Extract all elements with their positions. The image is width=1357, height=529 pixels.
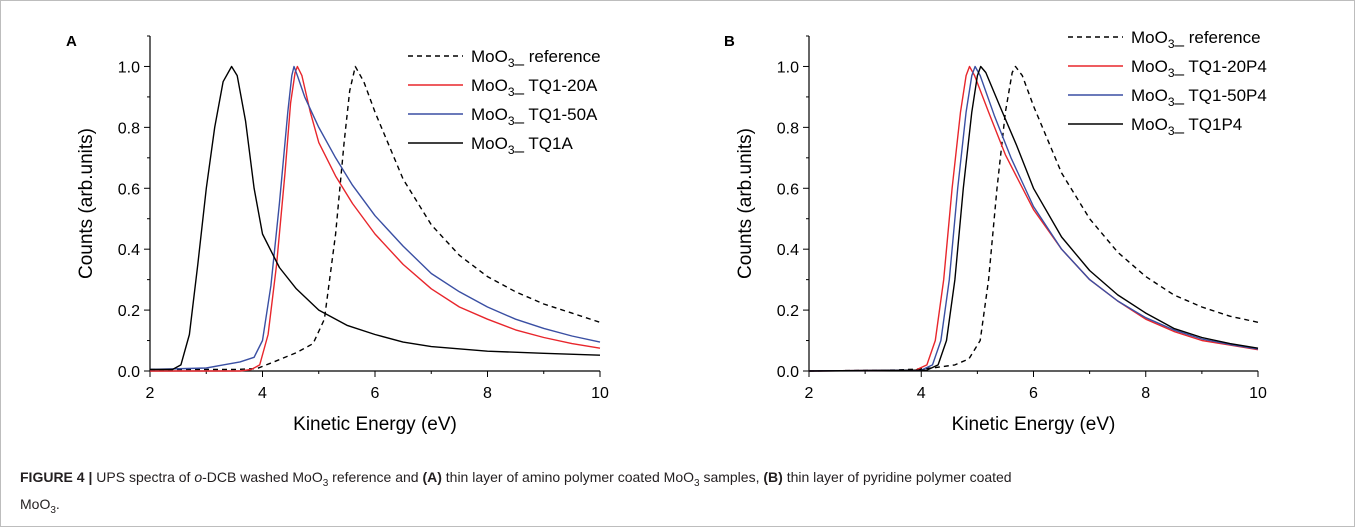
x-tick-label-a-3: 8 (483, 385, 492, 402)
caption-sub-2: 3 (694, 477, 700, 489)
caption-sub-3: 3 (50, 504, 56, 516)
series-line-b-3 (808, 65, 1259, 372)
caption-text-3: -DCB washed MoO (202, 469, 323, 485)
chart-panel-b: B 2 4 6 8 10 0.0 0.2 0.4 0.6 0.8 1.0 Kinetic Energy … (724, 28, 1267, 435)
x-tick-label-b-3: 8 (1141, 385, 1150, 402)
legend-label-b-3: MoO3_ TQ1P4 (1131, 115, 1242, 138)
caption-text-5: thin layer of amino polymer coated MoO (441, 469, 694, 485)
legend-label-a-2: MoO3_ TQ1-50A (471, 105, 598, 128)
chart-panel-a: A 2 4 6 8 10 0.0 0.2 0.4 0.6 0.8 1.0 Kinetic Energy … (66, 33, 609, 435)
x-tick-label-a-4: 10 (591, 385, 609, 402)
y-tick-label-b-3: 0.6 (777, 181, 799, 198)
caption-figure-label: FIGURE 4 | (20, 469, 93, 485)
figure-caption: FIGURE 4 | UPS spectra of o-DCB washed M… (20, 467, 1340, 521)
y-tick-label-b-4: 0.8 (777, 120, 799, 137)
y-tick-label-b-0: 0.0 (777, 364, 799, 381)
y-tick-label-a-5: 1.0 (118, 59, 140, 76)
legend-label-b-2: MoO3_ TQ1-50P4 (1131, 86, 1267, 109)
legend-label-b-0: MoO3_ reference (1131, 28, 1261, 51)
series-line-a-1 (150, 65, 601, 372)
y-axis-label-a: Counts (arb.units) (76, 128, 97, 279)
legend-b: MoO3_ reference MoO3_ TQ1-20P4 MoO3_ TQ1-5… (1068, 28, 1267, 138)
x-axis-label-b: Kinetic Energy (eV) (952, 414, 1116, 435)
caption-text-1: UPS spectra of (92, 469, 195, 485)
y-axis-label-b: Counts (arb.units) (735, 128, 756, 279)
y-tick-label-a-2: 0.4 (118, 242, 140, 259)
legend-a: MoO3_ reference MoO3_ TQ1-20A MoO3_ TQ1-50… (408, 47, 601, 157)
series-line-b-2 (808, 65, 1259, 372)
x-tick-label-a-0: 2 (146, 385, 155, 402)
caption-bold-b: (B) (763, 469, 783, 485)
caption-sub-1: 3 (322, 477, 329, 489)
x-tick-label-b-0: 2 (805, 385, 814, 402)
x-tick-label-b-2: 6 (1029, 385, 1038, 402)
legend-label-b-1: MoO3_ TQ1-20P4 (1131, 57, 1267, 80)
y-tick-label-a-3: 0.6 (118, 181, 140, 198)
charts-canvas: A 2 4 6 8 10 0.0 0.2 0.4 0.6 0.8 1.0 Kinetic Energy … (66, 28, 1267, 435)
x-tick-label-b-4: 10 (1249, 385, 1267, 402)
caption-bold-a: (A) (422, 469, 442, 485)
y-tick-label-b-5: 1.0 (777, 59, 799, 76)
x-tick-label-b-1: 4 (917, 385, 926, 402)
series-line-b-1 (808, 65, 1259, 372)
panel-label-b: B (724, 33, 735, 50)
caption-text-2: o (194, 469, 203, 485)
legend-label-a-1: MoO3_ TQ1-20A (471, 76, 598, 99)
y-tick-label-b-1: 0.2 (777, 303, 799, 320)
y-tick-label-a-0: 0.0 (118, 364, 140, 381)
series-line-b-0 (808, 65, 1259, 372)
y-tick-label-a-4: 0.8 (118, 120, 140, 137)
legend-label-a-3: MoO3_ TQ1A (471, 134, 573, 157)
series-line-a-2 (149, 65, 601, 371)
y-tick-label-a-1: 0.2 (118, 303, 140, 320)
caption-text-8: MoO (20, 495, 51, 512)
x-tick-label-a-2: 6 (371, 385, 380, 402)
series-line-a-3 (150, 65, 601, 371)
panel-label-a: A (66, 33, 77, 50)
caption-text-4: reference and (328, 469, 423, 485)
caption-text-6: samples, (699, 469, 764, 485)
x-tick-label-a-1: 4 (258, 385, 267, 402)
caption-text-9: . (55, 495, 60, 512)
legend-label-a-0: MoO3_ reference (471, 47, 601, 70)
y-tick-label-b-2: 0.4 (777, 242, 799, 259)
series-line-a-0 (150, 65, 601, 371)
x-axis-label-a: Kinetic Energy (eV) (293, 414, 457, 435)
caption-text-7: thin layer of pyridine polymer coated (782, 469, 1012, 485)
